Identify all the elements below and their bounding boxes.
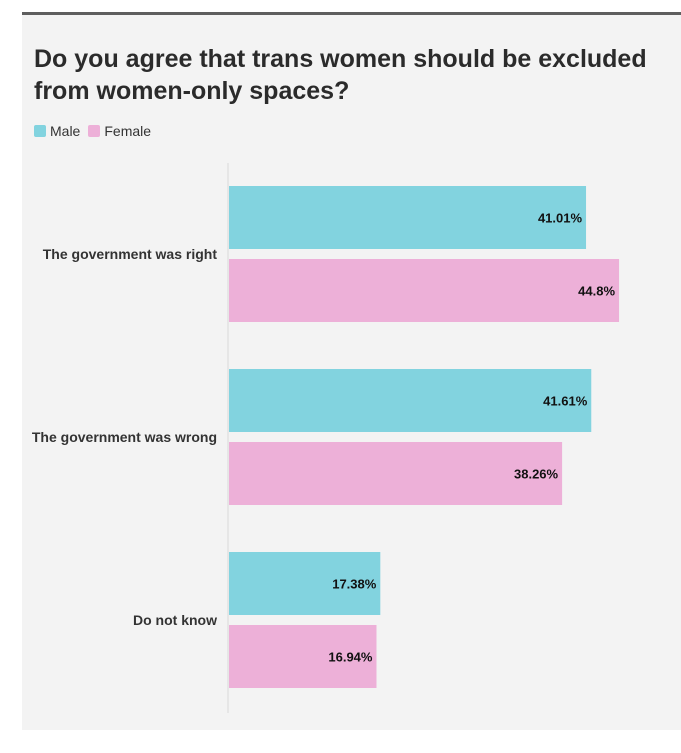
bar-male[interactable] — [229, 369, 592, 432]
bar-male[interactable] — [229, 186, 587, 249]
category-label: The government was wrong — [32, 429, 217, 445]
bar-female[interactable] — [229, 259, 620, 322]
chart-card: Do you agree that trans women should be … — [22, 12, 681, 730]
data-label: 44.8% — [578, 284, 615, 299]
data-label: 41.61% — [543, 394, 588, 409]
legend-label-male: Male — [50, 123, 81, 139]
data-label: 38.26% — [514, 467, 559, 482]
data-label: 41.01% — [538, 211, 583, 226]
legend-label-female: Female — [104, 123, 152, 139]
category-label: The government was right — [43, 246, 218, 262]
legend-swatch-female — [88, 125, 101, 137]
bar-male[interactable] — [229, 552, 381, 615]
data-label: 17.38% — [332, 577, 377, 592]
category-label: Do not know — [133, 612, 217, 628]
legend-item-female[interactable]: Female — [88, 123, 151, 139]
legend: Male Female — [34, 123, 159, 139]
bar-chart: The government was right 41.01% 44.8% The g… — [32, 163, 620, 713]
data-label: 16.94% — [328, 650, 373, 665]
legend-swatch-male — [34, 125, 46, 137]
legend-item-male[interactable]: Male — [34, 123, 80, 139]
chart-title: Do you agree that trans women should be … — [34, 45, 647, 105]
bar-female[interactable] — [229, 442, 563, 505]
bar-female[interactable] — [229, 625, 377, 688]
